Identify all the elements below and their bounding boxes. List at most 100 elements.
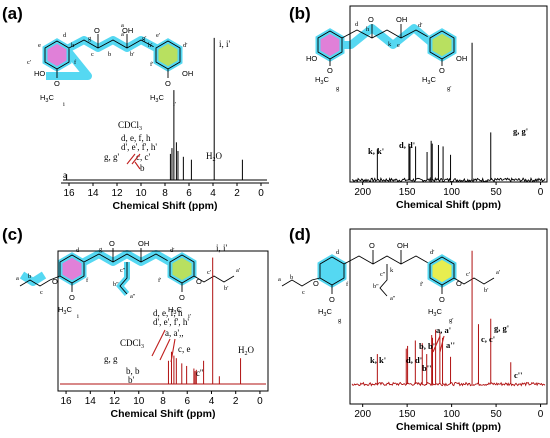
structure-d-allyl-left	[281, 277, 321, 287]
arrow	[126, 153, 136, 165]
structure-c-allyl-mid	[119, 262, 128, 295]
position-letter: b''	[113, 281, 119, 288]
atom-label: O	[369, 241, 375, 250]
position-letter: h	[366, 26, 370, 33]
position-letter: c''	[120, 267, 125, 274]
atom-label: O	[179, 293, 185, 302]
structure-c-ring-left	[57, 252, 87, 286]
x-tick-label: 14	[87, 188, 99, 199]
x-axis-label: Chemical Shift (ppm)	[396, 421, 501, 433]
structure-b-ring-left-outline	[317, 30, 343, 60]
position-letter: c	[40, 289, 43, 296]
x-tick-label: 12	[111, 188, 123, 199]
atom-label: H3C	[40, 93, 54, 104]
panel-label-c: (c)	[2, 225, 23, 244]
position-letter: g	[338, 317, 342, 324]
atom-label: H3C	[168, 305, 182, 316]
annotation-label: d, e, f, h	[121, 133, 151, 143]
annotation-arrows-a	[126, 153, 141, 170]
position-letter: b'	[130, 51, 134, 58]
atom-label: O	[94, 26, 100, 35]
annotation-label: b''	[422, 363, 431, 373]
position-letter: b'	[224, 285, 228, 292]
position-letter: d'	[430, 249, 434, 256]
atom-label: H3C	[422, 75, 436, 86]
x-tick-label: 6	[184, 396, 190, 407]
position-letter: k	[388, 41, 392, 48]
x-axis-label: Chemical Shift (ppm)	[112, 200, 217, 212]
x-tick-label: 150	[399, 409, 416, 420]
position-letter: i	[63, 101, 65, 108]
atom-label: OH	[138, 239, 149, 248]
structure-c-allyl-right	[193, 275, 235, 283]
atom-label: O	[368, 15, 374, 24]
x-tick-label: 100	[443, 187, 460, 198]
x-tick-label: 0	[257, 396, 263, 407]
atom-label: H3C	[315, 75, 329, 86]
annotation-label: d, d'	[399, 140, 415, 150]
atom-label: O	[54, 79, 60, 88]
position-letter: f'	[420, 281, 423, 288]
x-tick-label: 150	[399, 187, 416, 198]
structure-c-allyl-left	[19, 275, 61, 287]
x-tick-label: 10	[135, 188, 147, 199]
annotation-label: g, g	[104, 354, 118, 364]
atom-label: OH	[397, 241, 408, 250]
atom-label: HO	[306, 54, 317, 63]
x-tick-label: 8	[160, 396, 166, 407]
annotation-label: d, d'	[406, 355, 422, 365]
structure-d-allyl-right	[453, 277, 495, 285]
atom-label: O	[439, 66, 445, 75]
position-letter: g'	[449, 317, 453, 324]
annotation-label: c, e	[178, 344, 191, 354]
position-letter: b	[108, 51, 111, 58]
spectrum-baseline	[351, 381, 546, 387]
x-tick-label: 50	[491, 409, 503, 420]
position-letter: a'	[496, 269, 500, 276]
x-tick-label: 200	[354, 187, 371, 198]
position-letter: b	[28, 273, 31, 280]
atom-label: O	[439, 295, 445, 304]
plot-d: 200 150 100 50 0 Chemical Shift (ppm)	[349, 228, 548, 433]
position-letter: d'	[418, 22, 422, 29]
structure-a-chain	[68, 39, 157, 49]
position-letter: i	[77, 313, 79, 320]
annotation-label: d, e, f, h	[153, 308, 183, 318]
position-letter: g	[88, 35, 92, 42]
position-letter: b''	[373, 283, 379, 290]
position-letter: f	[346, 281, 349, 288]
x-tick-label: 200	[354, 409, 371, 420]
position-letter: k	[390, 267, 394, 274]
x-tick-label: 0	[258, 188, 264, 199]
x-tick-label: 16	[60, 396, 72, 407]
annotation-label: k, k'	[370, 355, 386, 365]
arrow	[439, 335, 445, 353]
panel-label-d: (d)	[289, 225, 311, 244]
arrow	[131, 153, 141, 165]
atom-label: H3C	[428, 307, 442, 318]
x-tick-label: 0	[538, 409, 544, 420]
structure-b-ring-right-outline	[429, 30, 455, 60]
annotation-label: c''	[196, 368, 204, 378]
position-letter: f'	[150, 61, 153, 68]
atom-label: O	[52, 277, 58, 286]
position-letter: f'	[158, 277, 161, 284]
x-tick-label: 12	[109, 396, 121, 407]
annotation-arrows-d	[432, 335, 445, 353]
position-letter: a''	[130, 293, 135, 300]
structure-c-ring-right	[167, 252, 197, 286]
structure-b-ring-right	[427, 28, 457, 62]
structure-c-chain	[83, 253, 171, 263]
atom-label: O	[313, 279, 319, 288]
structure-d-ring-left	[317, 254, 347, 288]
annotation-label: b	[140, 163, 145, 173]
position-letter: c'	[207, 269, 211, 276]
atom-label: OH	[396, 15, 407, 24]
panel-label-b: (b)	[289, 4, 311, 23]
atom-label: O	[165, 79, 171, 88]
structure-d: O OH O O O O H3C H3C a b c d f g k a' b'…	[278, 241, 500, 324]
annotation-label: H2O	[238, 345, 255, 357]
annotation-label: CDCl3	[120, 338, 144, 350]
atom-label: H3C	[150, 93, 164, 104]
position-letter: a	[278, 276, 281, 283]
